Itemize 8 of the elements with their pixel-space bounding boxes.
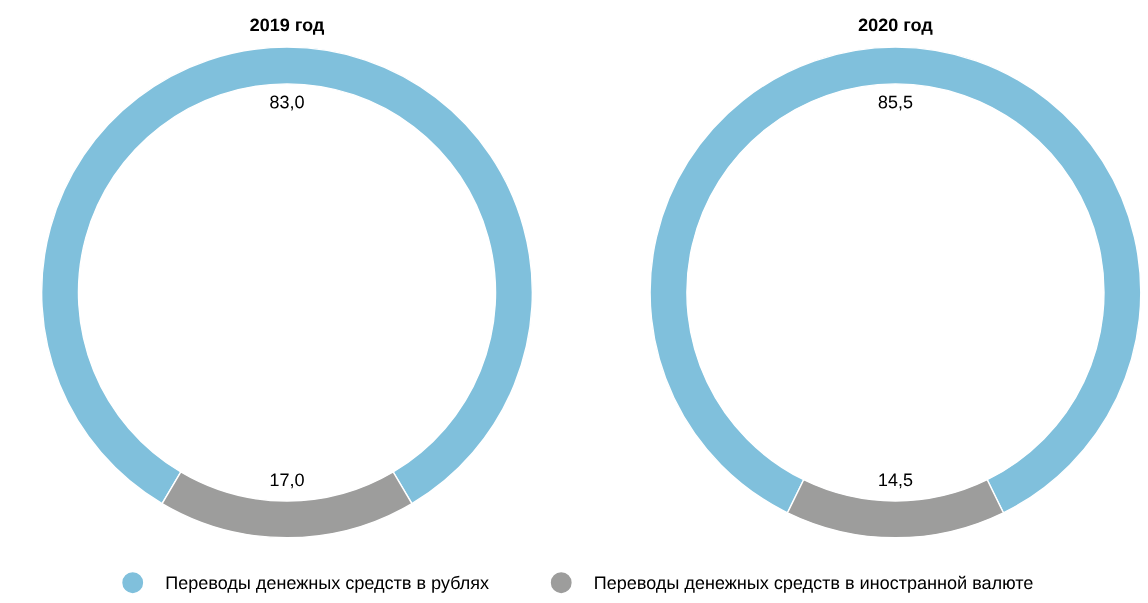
legend-label: Переводы денежных средств в рублях: [166, 575, 489, 593]
data-label: 83,0: [270, 95, 304, 111]
legend-label: Переводы денежных средств в иностранной валюте: [595, 575, 1033, 593]
data-label: 85,5: [878, 95, 913, 111]
data-label: 14,5: [879, 473, 913, 489]
chart-title: 2020 год: [858, 18, 933, 35]
data-label: 17,0: [270, 473, 304, 489]
chart-title: 2019 год: [250, 18, 325, 35]
